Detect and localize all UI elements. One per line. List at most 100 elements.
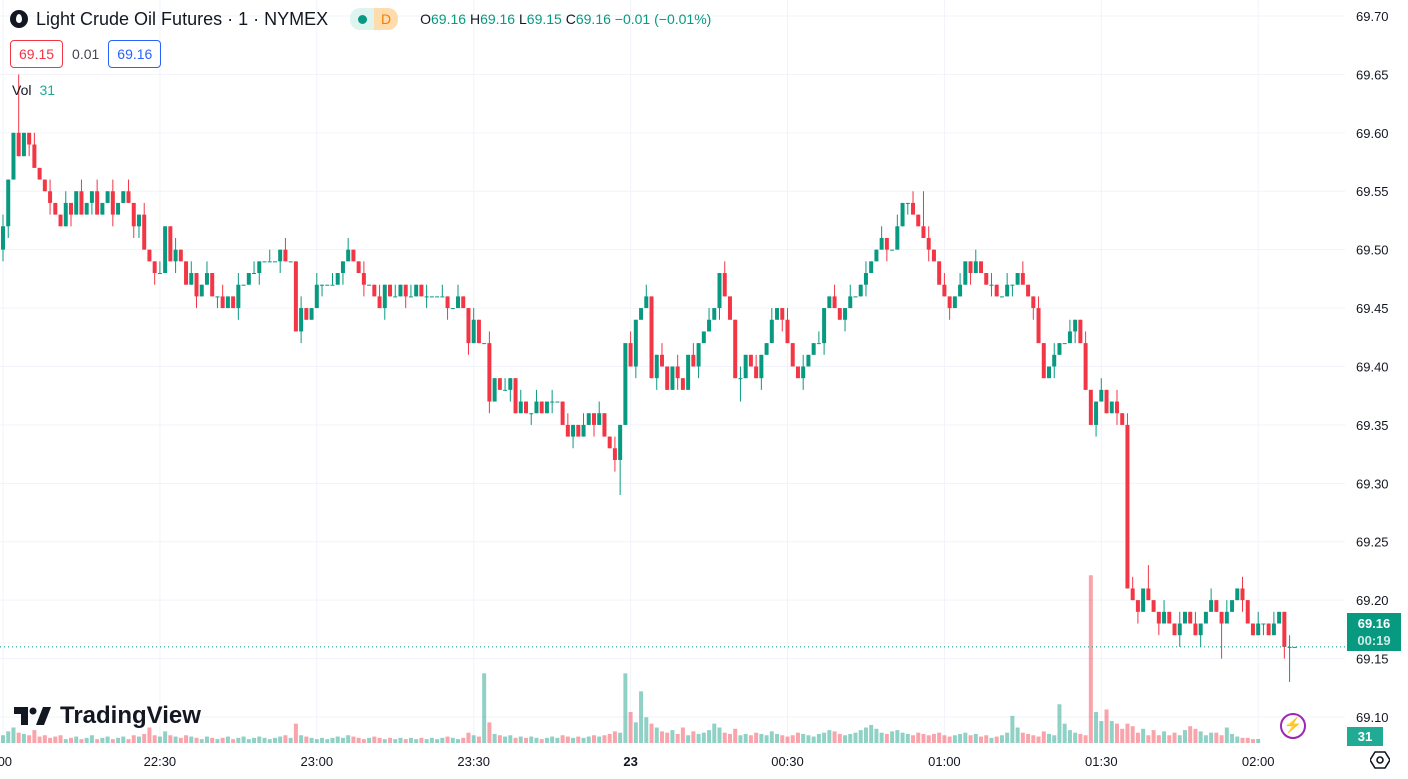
volume-bar [1114,723,1119,743]
volume-bar [204,736,209,743]
candle-body [424,296,429,298]
settings-icon[interactable] [1370,750,1390,770]
candle-body [6,179,11,227]
volume-bar [1167,735,1172,743]
candle-body [853,296,858,298]
volume-bar [63,739,68,743]
tradingview-logo[interactable]: TradingView [14,702,201,730]
candle-body [832,296,837,309]
candle-body [931,249,936,262]
volume-bar [1036,736,1041,743]
candle-body [1031,296,1036,309]
candle-body [27,132,32,145]
volume-bar [618,732,623,743]
candle-body [215,296,220,298]
volume-bar [199,739,204,743]
price-axis[interactable]: 69.70 69.65 69.60 69.55 69.50 69.45 69.40 69.35… [1356,9,1389,725]
candle-body [1224,611,1229,624]
volume-bar [1219,735,1224,743]
candle-body [1266,623,1271,636]
candle-body [675,366,680,379]
volume-bar [84,737,89,743]
volume-bar [346,735,351,743]
volume-bar [1057,704,1062,743]
volume-bar [550,736,555,743]
volume-bar [283,735,288,743]
candle-body [869,261,874,274]
volume-bar [916,732,921,743]
volume-bar [858,730,863,743]
candle-body [225,296,230,309]
lightning-icon[interactable]: ⚡ [1280,713,1306,739]
candle-body [152,261,157,274]
candle-body [890,249,895,251]
market-status-pill[interactable]: D [350,8,399,30]
volume-bar [1067,730,1072,743]
volume-bar [304,736,309,743]
symbol-title[interactable]: Light Crude Oil Futures · 1 · NYMEX [36,8,329,29]
candle-body [1188,611,1193,624]
volume-bar [382,739,387,743]
volume-legend[interactable]: Vol 31 [12,82,56,98]
candle-body [654,354,659,379]
volume-bar [1005,732,1010,743]
time-tick-label: 02:00 [1242,754,1275,769]
candle-body [764,343,769,355]
volume-bar [225,736,230,743]
volume-bar [759,733,764,743]
volume-bar [252,737,257,743]
volume-bar [1094,712,1099,743]
volume-bar [701,732,706,743]
volume-bar [351,736,356,743]
candle-body [1057,343,1062,355]
buy-button[interactable]: 69.16 [108,40,162,68]
ohlc-values: O69.16 H69.16 L69.15 C69.16 −0.01 (−0.01… [420,11,712,27]
candle-body [1015,273,1020,285]
volume-bar [895,730,900,743]
volume-bar [377,737,382,743]
volume-bar [816,733,821,743]
volume-bar [116,737,121,743]
candle-body [686,354,691,390]
symbol-header: Light Crude Oil Futures · 1 · NYMEX D O6… [10,8,711,30]
candle-body [947,296,952,309]
candle-body [665,366,670,390]
volume-bar [340,737,345,743]
volume-bar [534,737,539,743]
candle-body [612,448,617,460]
volume-bar [110,739,115,743]
volume-bar [136,736,141,743]
candle-body [173,249,178,262]
volume-bar [37,736,42,743]
volume-bar [131,735,136,743]
volume-bar [299,735,304,743]
candle-body [466,308,471,344]
candle-body [795,366,800,379]
candle-body [937,261,942,285]
candle-body [1287,646,1292,648]
volume-bar [524,737,528,743]
volume-bar [1010,715,1015,743]
candle-body [1005,284,1010,297]
candle-body [157,273,162,275]
price-tick-label: 69.70 [1356,9,1389,24]
candle-body [283,249,288,262]
volume-bar [1256,739,1261,743]
volume-bar [6,731,11,743]
volume-bar [963,732,968,743]
volume-bar [147,727,152,743]
volume-bar [487,722,492,743]
volume-bar [931,733,936,743]
candle-body [84,202,89,215]
time-axis[interactable]: :00 22:30 23:00 23:30 23 00:30 01:00 01:30 02:00 [0,754,1274,769]
volume-bar [571,737,576,743]
candle-body [398,284,403,297]
candle-body [356,261,361,274]
sell-button[interactable]: 69.15 [10,40,64,68]
candle-body [262,261,267,263]
volume-bar [1230,733,1235,743]
volume-bar [95,739,100,743]
candle-body [1130,588,1135,601]
candle-body [707,319,712,332]
